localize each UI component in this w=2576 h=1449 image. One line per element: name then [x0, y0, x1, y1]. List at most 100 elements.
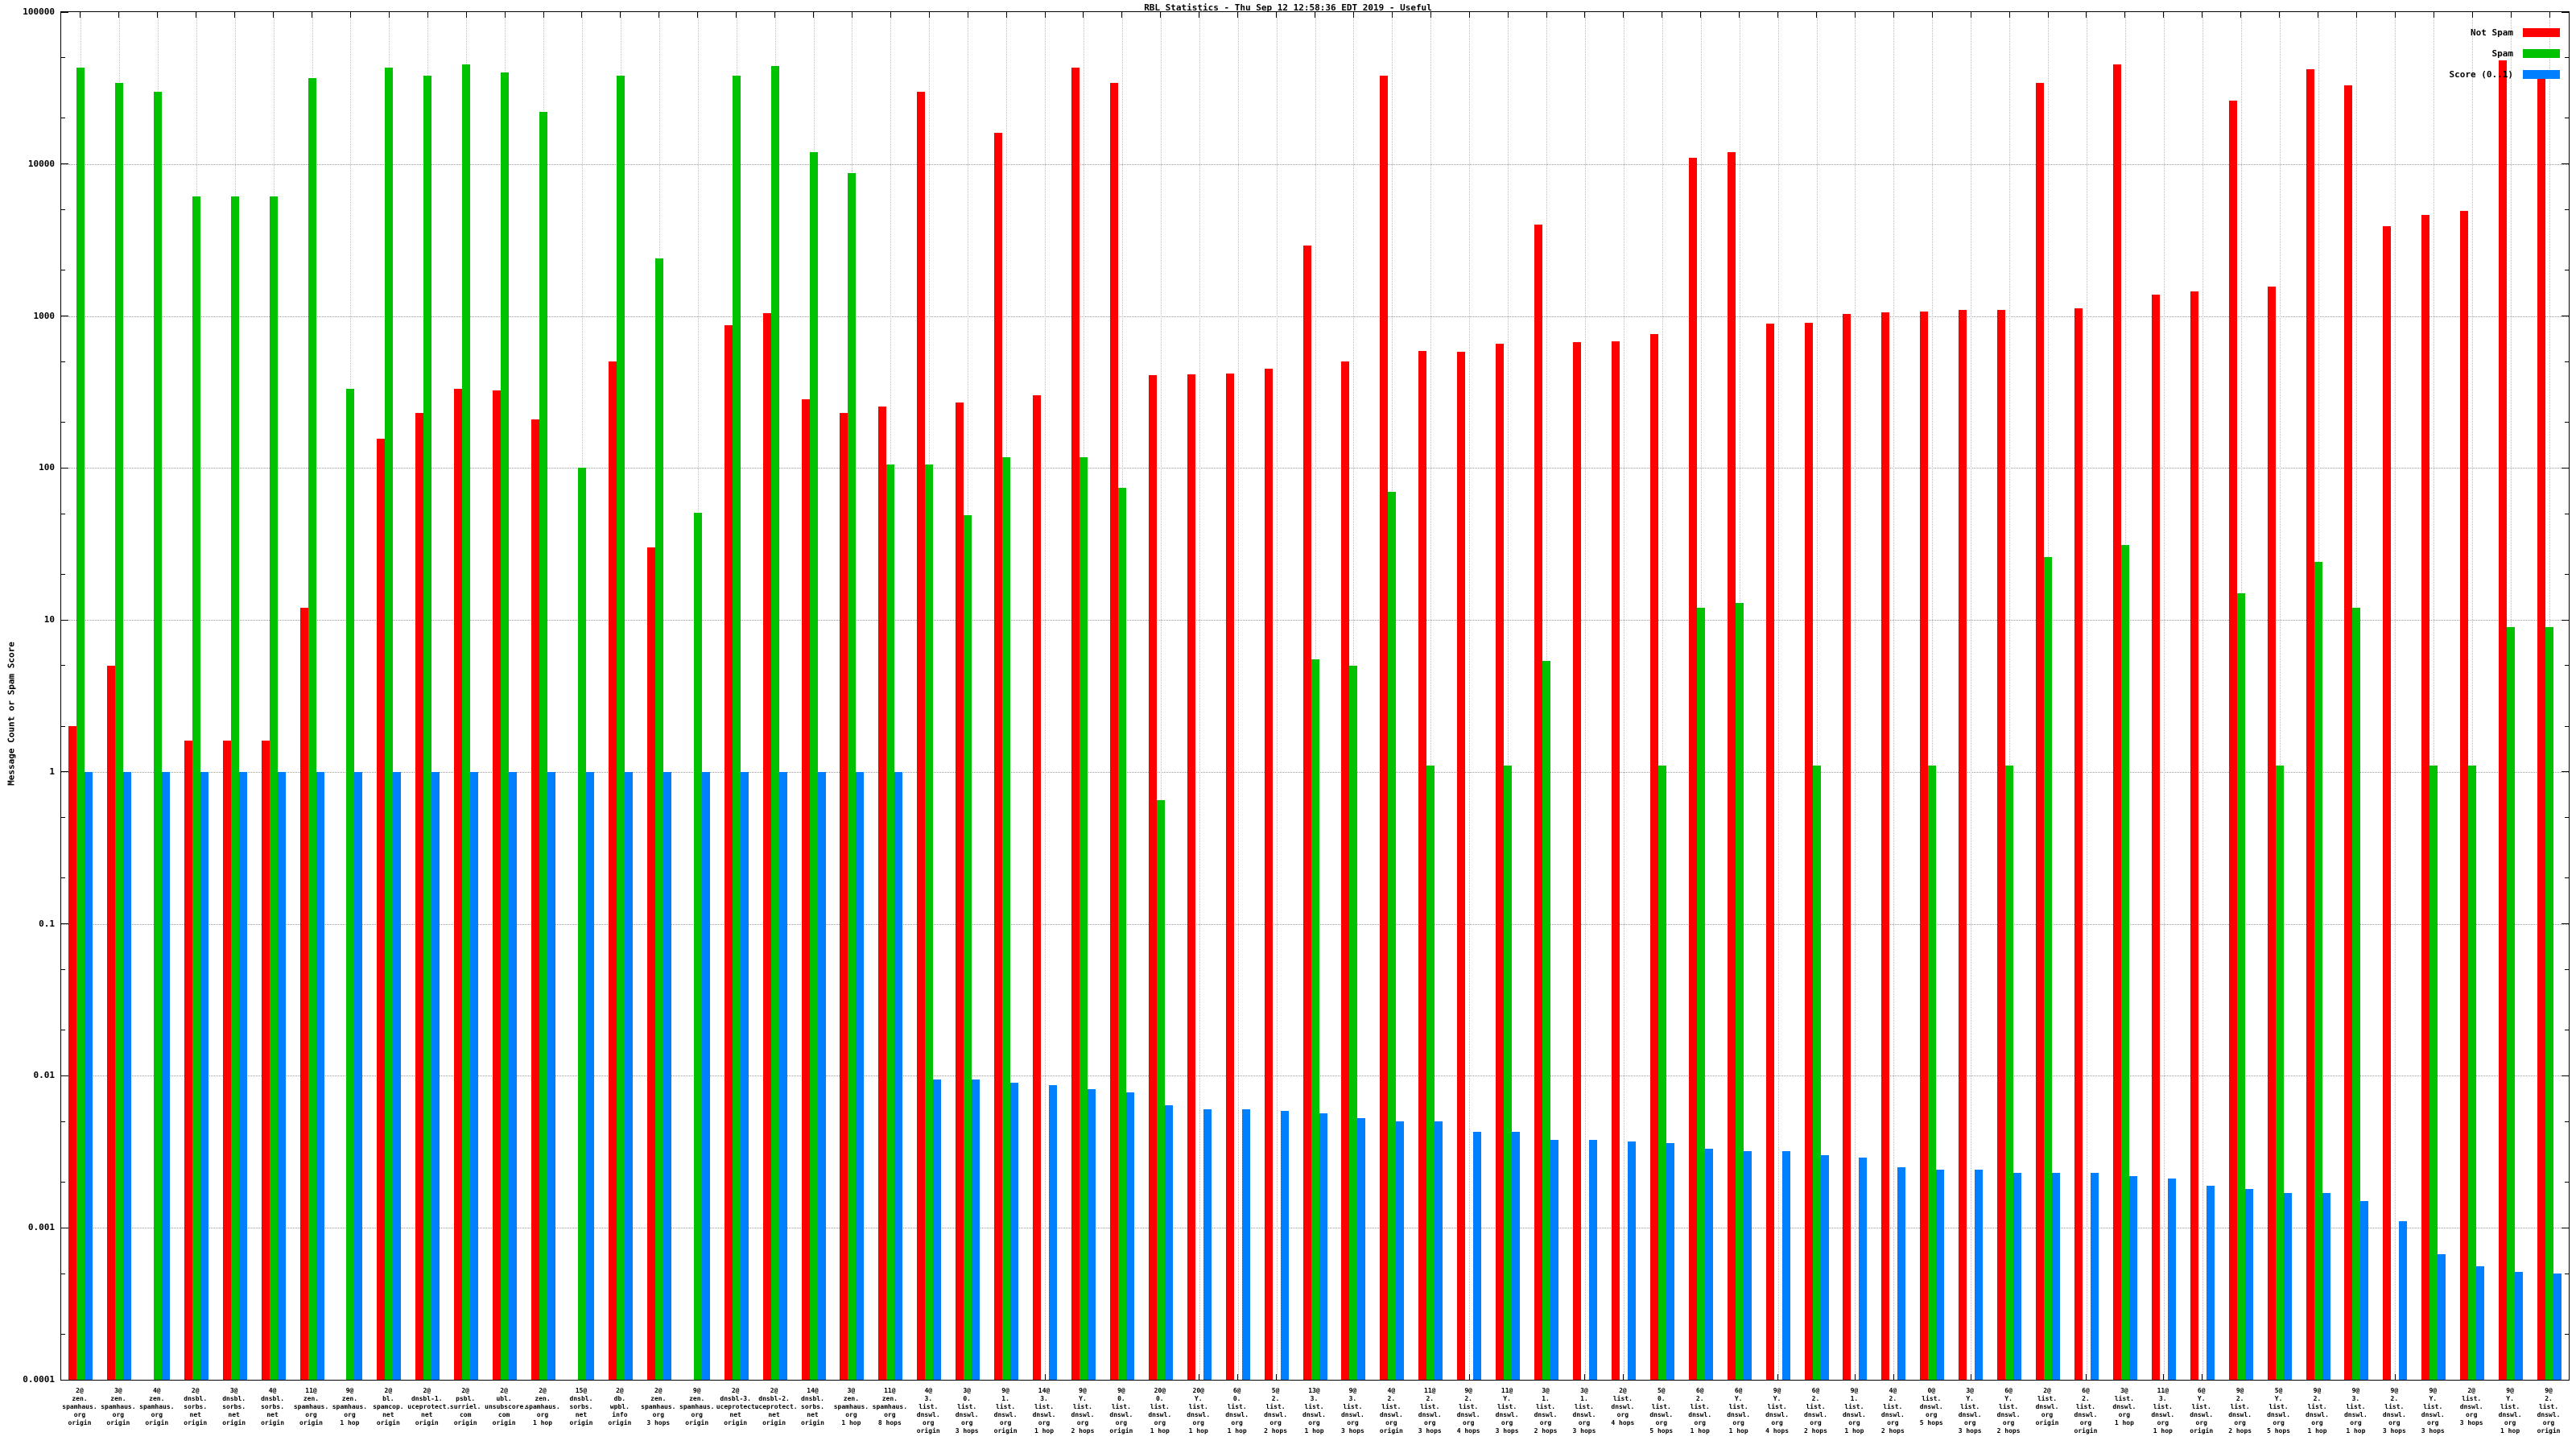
x-category-label-line: origin — [801, 1419, 824, 1426]
x-category-label-line: 1 hop — [2307, 1427, 2327, 1435]
x-category-label-line: 5@ — [2274, 1387, 2283, 1394]
x-category-label-line: 0. — [1232, 1395, 1241, 1402]
bar-spam — [925, 464, 934, 1380]
x-category-label-line: 2. — [1387, 1395, 1396, 1402]
bar-score — [2438, 1254, 2446, 1380]
x-category-label-line: 1 hop — [1844, 1427, 1864, 1435]
x-category-label-line: origin — [762, 1419, 786, 1426]
x-category-label: 2@ dnsbl-1. uceprotect. net origin — [407, 1387, 450, 1427]
bar-not-spam — [1341, 361, 1350, 1380]
bar-not-spam — [2383, 225, 2392, 1380]
x-category-label: 9@ Y. list. dnswl. org 3 hops — [2413, 1387, 2452, 1435]
x-category-label: 5@ 0. list. dnswl. org 5 hops — [1642, 1387, 1681, 1435]
bar-spam — [423, 76, 432, 1380]
bar-score — [585, 771, 594, 1380]
x-tick-top — [2047, 12, 2049, 18]
x-tick-bottom — [1893, 1374, 1894, 1380]
bar-spam — [269, 196, 278, 1380]
grid-line-x — [1855, 12, 1856, 1380]
x-category-label-line: org — [2388, 1419, 2401, 1426]
x-tick-top — [1121, 12, 1123, 18]
x-tick-top — [1816, 12, 1817, 18]
y-major-tick-left — [61, 11, 68, 13]
bar-not-spam — [2267, 287, 2276, 1380]
x-category-label-line: 0@ — [1927, 1387, 1936, 1394]
x-category-label-line: dnswl. — [2151, 1411, 2175, 1418]
x-category-label-line: list. — [2384, 1403, 2405, 1410]
bar-not-spam — [1534, 224, 1543, 1380]
x-category-label-line: 2. — [1464, 1395, 1472, 1402]
legend-swatch — [2523, 69, 2560, 79]
x-category-label-line: dnswl. — [1688, 1411, 1712, 1418]
y-major-tick-right — [2562, 163, 2569, 165]
x-category-label: 4@ 2. list. dnswl. org origin — [1372, 1387, 1410, 1435]
x-tick-bottom — [1468, 1374, 1470, 1380]
x-category-label-line: list. — [2268, 1403, 2289, 1410]
x-category-label-line: 5@ — [1271, 1387, 1280, 1394]
bar-spam — [230, 196, 239, 1380]
x-category-label-line: 3 hops — [1572, 1427, 1596, 1435]
x-category-label-line: origin — [2537, 1427, 2561, 1435]
y-major-tick-left — [61, 163, 68, 165]
x-category-label: 0@ list. dnswl. org 5 hops — [1912, 1387, 1951, 1427]
x-category-label-line: origin — [2190, 1427, 2214, 1435]
bar-score — [2360, 1200, 2369, 1380]
x-category-label-line: 3@ — [114, 1387, 122, 1394]
x-category-label-line: 2 hops — [1534, 1427, 1558, 1435]
bar-not-spam — [2537, 72, 2546, 1380]
x-category-label-line: list. — [2153, 1403, 2173, 1410]
bar-spam — [1928, 766, 1937, 1380]
bar-score — [2322, 1192, 2330, 1380]
x-category-label: 14@ 3. list. dnswl. org 1 hop — [1025, 1387, 1063, 1435]
bar-score — [1666, 1143, 1674, 1380]
bar-spam — [693, 512, 702, 1380]
x-category-label-line: 15@ — [575, 1387, 588, 1394]
x-category-label-line: org — [1578, 1419, 1591, 1426]
x-category-label-line: org — [2273, 1419, 2285, 1426]
x-category-label-line: 2. — [1695, 1395, 1704, 1402]
x-category-label-line: origin — [106, 1419, 130, 1426]
x-category-label-line: list. — [2462, 1395, 2482, 1402]
x-category-label-line: origin — [299, 1419, 323, 1426]
x-category-label: 11@ Y. list. dnswl. org 3 hops — [1488, 1387, 1526, 1435]
x-category-label-line: org — [2311, 1419, 2323, 1426]
x-category-label-line: 9@ — [2313, 1387, 2322, 1394]
x-category-label-line: org — [1539, 1419, 1552, 1426]
x-tick-top — [1468, 12, 1470, 18]
x-category-label-line: origin — [2035, 1419, 2059, 1426]
x-tick-top — [1546, 12, 1547, 18]
x-category-label-line: dnswl. — [1765, 1411, 1790, 1418]
bar-spam — [2120, 545, 2129, 1380]
x-category-label-line: 2 hops — [1071, 1427, 1095, 1435]
grid-line-x — [1584, 12, 1586, 1380]
y-tick-label: 10000 — [27, 158, 55, 169]
bar-score — [547, 771, 556, 1380]
bar-spam — [964, 514, 972, 1380]
bar-not-spam — [1071, 68, 1080, 1380]
y-minor-tick-left — [61, 422, 65, 423]
x-category-label-line: dnswl. — [1340, 1411, 1364, 1418]
x-category-label-line: dnswl. — [2537, 1411, 2561, 1418]
x-category-label-line: list. — [1034, 1403, 1055, 1410]
x-category-label-line: zen. — [303, 1395, 320, 1402]
x-tick-top — [813, 12, 814, 18]
x-category-label-line: dnswl. — [1649, 1411, 1674, 1418]
x-category-label-line: list. — [1304, 1403, 1324, 1410]
x-tick-top — [1160, 12, 1162, 18]
bar-not-spam — [2151, 295, 2160, 1380]
x-category-label-line: 1 hop — [2500, 1427, 2520, 1435]
x-category-label-line: 2 hops — [1264, 1427, 1288, 1435]
y-minor-tick-right — [2565, 665, 2569, 667]
x-category-label-line: dnswl. — [1148, 1411, 1172, 1418]
x-category-label-line: dnswl. — [1456, 1411, 1480, 1418]
x-category-label-line: 2 hops — [1880, 1427, 1905, 1435]
x-tick-top — [774, 12, 776, 18]
bar-spam — [2005, 766, 2014, 1380]
bar-score — [1820, 1155, 1829, 1380]
x-category-label-line: list. — [1535, 1403, 1556, 1410]
bar-score — [1125, 1092, 1134, 1380]
bar-score — [1357, 1117, 1366, 1380]
x-tick-top — [736, 12, 737, 18]
x-category-label-line: org — [652, 1411, 665, 1418]
y-axis-label: Message Count or Spam Score — [6, 642, 17, 786]
